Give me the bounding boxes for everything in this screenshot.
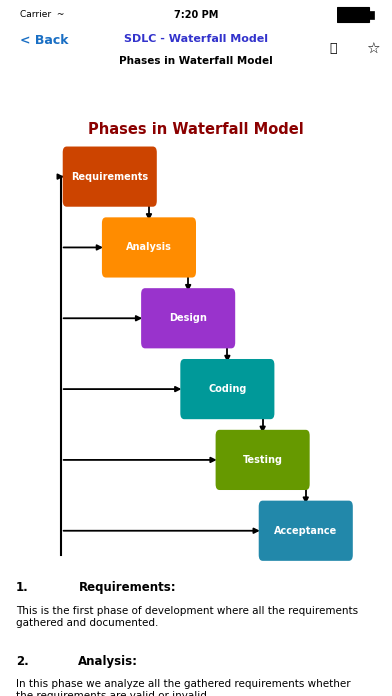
Text: This is the first phase of development where all the requirements
gathered and d: This is the first phase of development w… bbox=[16, 606, 358, 628]
Text: Carrier  ~: Carrier ~ bbox=[20, 10, 64, 19]
Text: 📋: 📋 bbox=[329, 42, 337, 56]
Text: 1.: 1. bbox=[16, 581, 29, 594]
FancyBboxPatch shape bbox=[259, 500, 353, 561]
Text: SDLC - Waterfall Model: SDLC - Waterfall Model bbox=[124, 34, 268, 44]
Text: 7:20 PM: 7:20 PM bbox=[174, 10, 218, 19]
FancyBboxPatch shape bbox=[180, 359, 274, 419]
Text: 2.: 2. bbox=[16, 655, 29, 667]
Text: Software Development Life Cycle (SDLC): Software Development Life Cycle (SDLC) bbox=[53, 83, 339, 96]
Text: Requirements: Requirements bbox=[71, 172, 148, 182]
Text: Testing: Testing bbox=[243, 455, 283, 465]
Text: ☆: ☆ bbox=[366, 42, 379, 56]
Text: Coding: Coding bbox=[208, 384, 247, 394]
FancyBboxPatch shape bbox=[63, 147, 157, 207]
Text: Acceptance: Acceptance bbox=[274, 525, 338, 536]
Text: Analysis: Analysis bbox=[126, 242, 172, 253]
FancyBboxPatch shape bbox=[102, 217, 196, 278]
Text: Requirements:: Requirements: bbox=[78, 581, 176, 594]
FancyBboxPatch shape bbox=[141, 288, 235, 349]
Text: Phases in Waterfall Model: Phases in Waterfall Model bbox=[88, 122, 304, 137]
Bar bbox=[337, 7, 369, 22]
Bar bbox=[369, 10, 374, 19]
FancyBboxPatch shape bbox=[216, 430, 310, 490]
Text: < Back: < Back bbox=[20, 33, 68, 47]
Text: Analysis:: Analysis: bbox=[78, 655, 138, 667]
Text: In this phase we analyze all the gathered requirements whether
the requirements : In this phase we analyze all the gathere… bbox=[16, 679, 350, 696]
Text: Design: Design bbox=[169, 313, 207, 323]
Text: Phases in Waterfall Model: Phases in Waterfall Model bbox=[119, 56, 273, 66]
